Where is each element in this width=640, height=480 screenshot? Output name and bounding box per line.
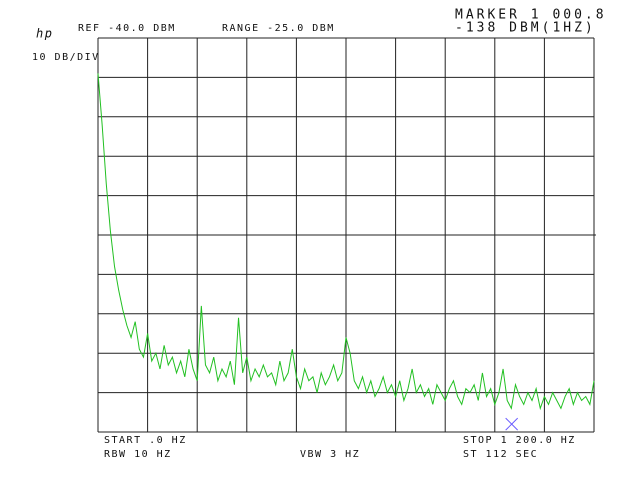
range-label: RANGE -25.0 DBM bbox=[222, 23, 335, 34]
marker-value-label: -138 DBM(1HZ) bbox=[455, 21, 596, 36]
sweep-label: ST 112 SEC bbox=[463, 449, 538, 460]
trace bbox=[97, 73, 595, 411]
rbw-label: RBW 10 HZ bbox=[104, 449, 172, 460]
ref-label: REF -40.0 DBM bbox=[78, 23, 176, 34]
marker-label: MARKER 1 000.8 bbox=[455, 8, 607, 23]
logo: hp bbox=[36, 27, 53, 41]
scale-label: 10 DB/DIV bbox=[32, 52, 100, 63]
stop-label: STOP 1 200.0 HZ bbox=[463, 435, 576, 446]
marker bbox=[505, 417, 519, 431]
vbw-label: VBW 3 HZ bbox=[300, 449, 360, 460]
start-label: START .0 HZ bbox=[104, 435, 187, 446]
